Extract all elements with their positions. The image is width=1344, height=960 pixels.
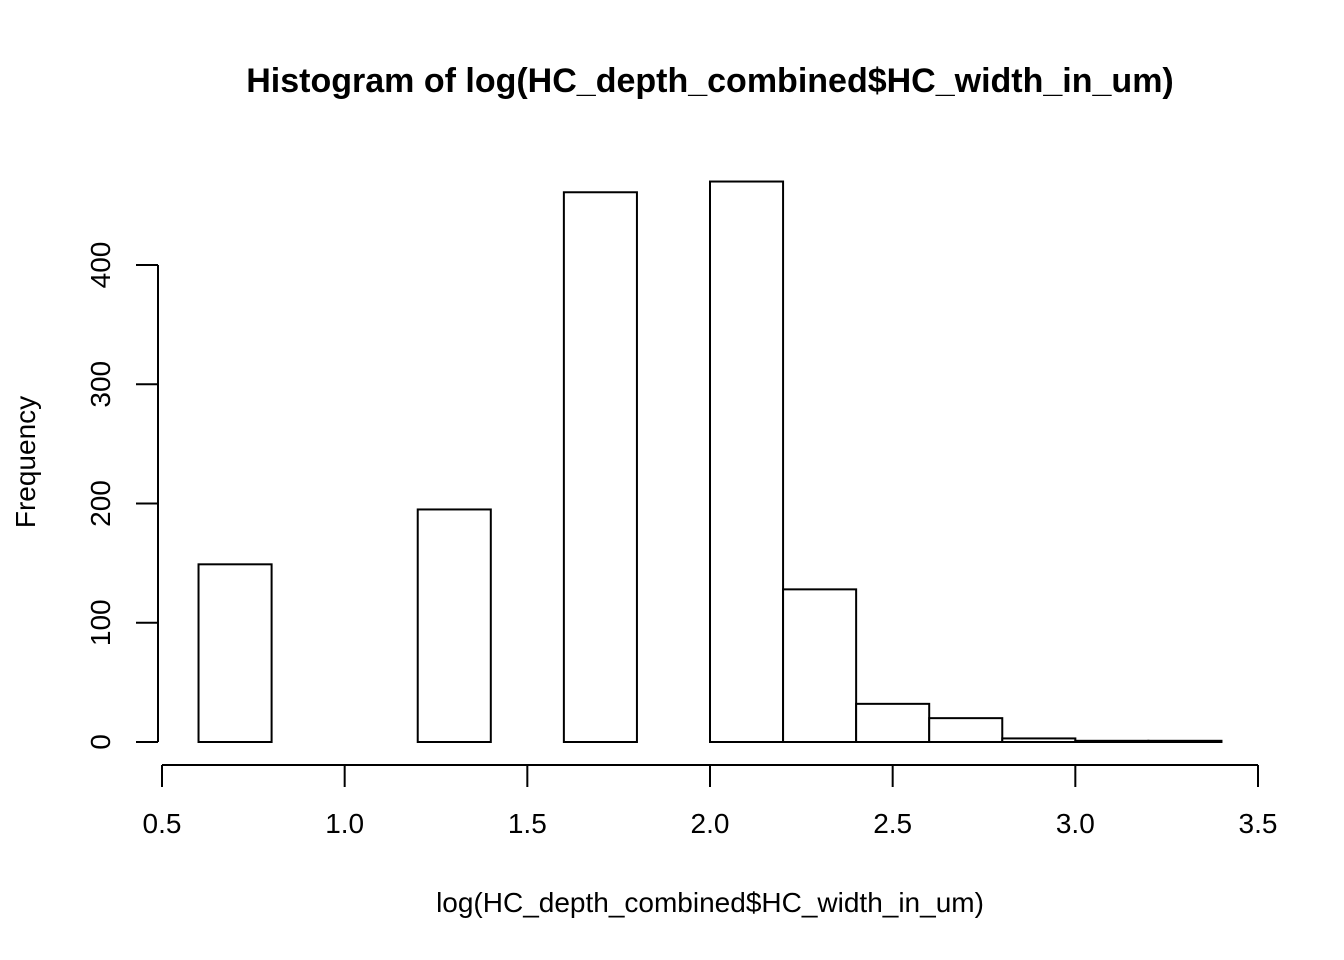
y-axis-label: Frequency — [10, 396, 41, 528]
chart-title: Histogram of log(HC_depth_combined$HC_wi… — [246, 62, 1174, 100]
bars-group — [197, 180, 1223, 744]
histogram-bar — [562, 191, 638, 743]
y-axis: 0 100 200 300 400 — [85, 242, 159, 750]
histogram-bar — [1147, 739, 1223, 743]
y-tick-label: 0 — [85, 734, 116, 750]
histogram-bar — [1074, 739, 1150, 743]
y-tick-label: 100 — [85, 599, 116, 646]
histogram-bar — [709, 180, 785, 743]
x-tick-label: 1.0 — [325, 808, 364, 839]
x-axis: 0.5 1.0 1.5 2.0 2.5 3.0 3.5 — [143, 764, 1278, 839]
histogram-bar — [928, 717, 1004, 744]
x-tick-label: 1.5 — [508, 808, 547, 839]
histogram-bar — [1001, 737, 1077, 743]
histogram-bar — [782, 588, 858, 743]
x-tick-label: 2.5 — [873, 808, 912, 839]
histogram-bar — [855, 702, 931, 744]
x-tick-label: 2.0 — [691, 808, 730, 839]
x-tick-label: 3.0 — [1056, 808, 1095, 839]
x-tick-label: 0.5 — [143, 808, 182, 839]
x-tick-label: 3.5 — [1239, 808, 1278, 839]
y-tick-label: 400 — [85, 242, 116, 289]
histogram-bar — [197, 563, 273, 743]
histogram-bar — [416, 508, 492, 743]
y-tick-label: 300 — [85, 361, 116, 408]
x-axis-label: log(HC_depth_combined$HC_width_in_um) — [436, 887, 984, 918]
y-tick-label: 200 — [85, 480, 116, 527]
